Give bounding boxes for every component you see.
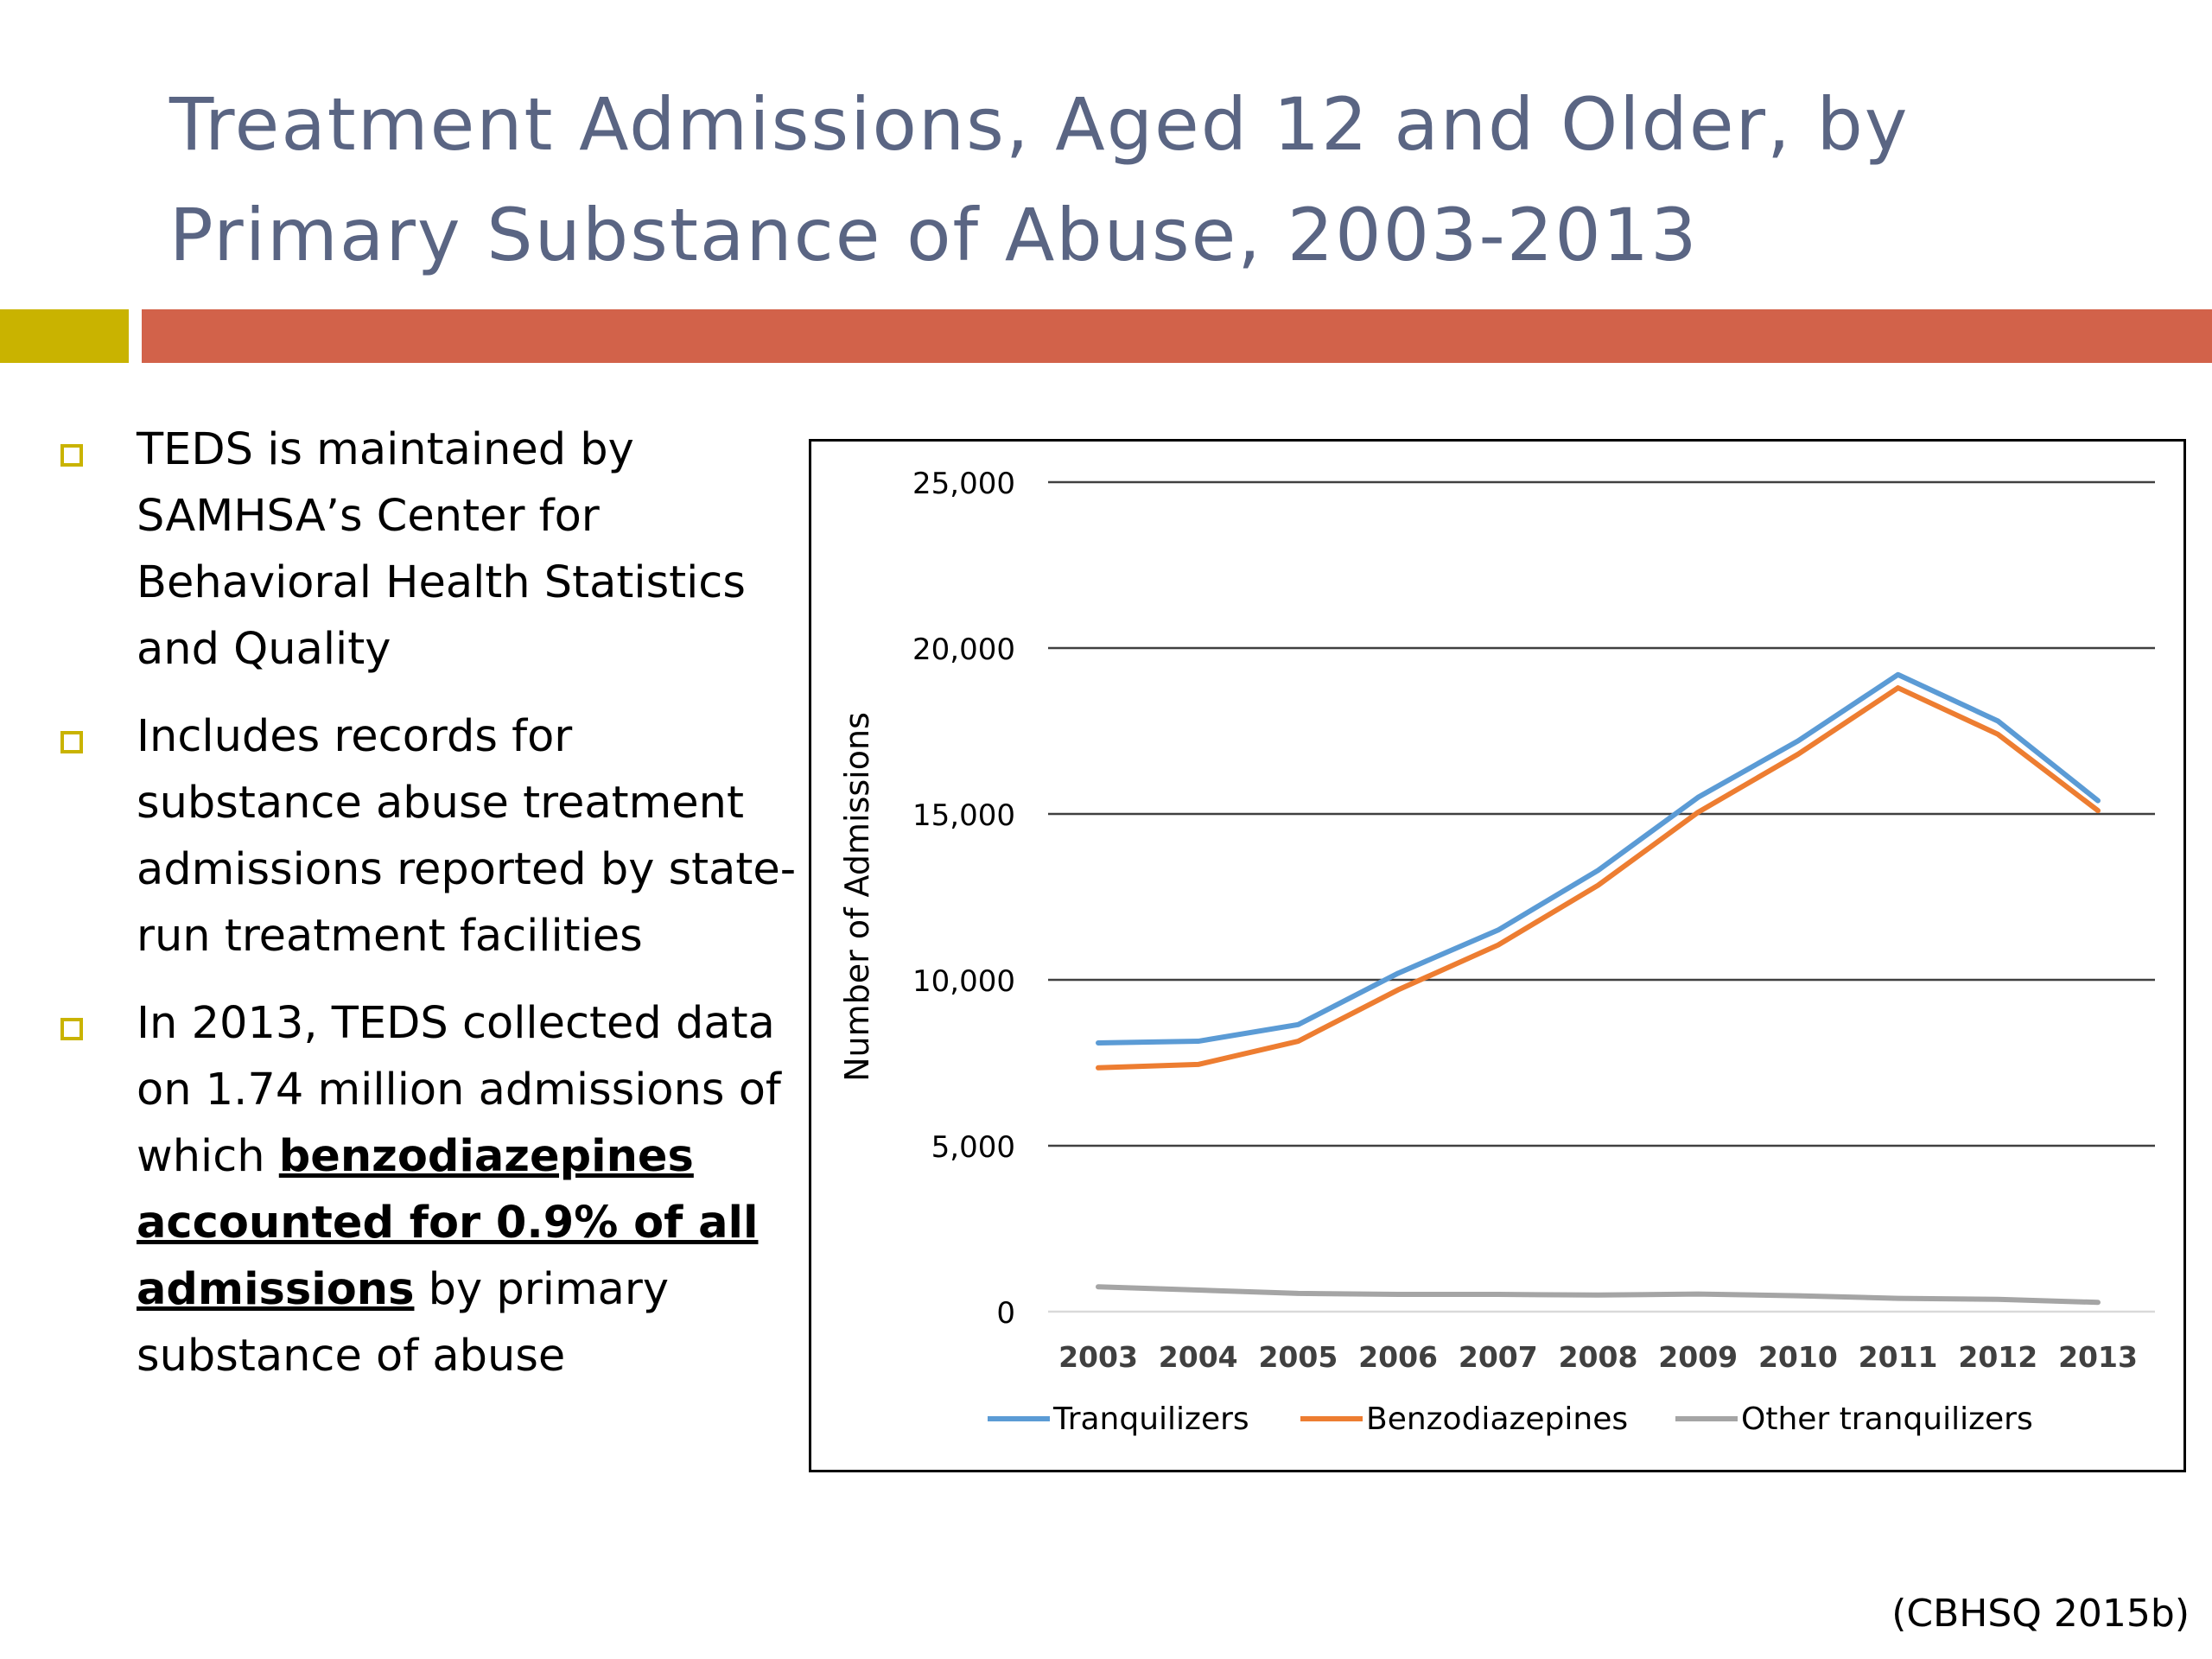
y-tick-label: 5,000 [931,1130,1015,1165]
citation: (CBHSQ 2015b) [1891,1592,2190,1636]
x-tick-label: 2011 [1859,1340,1938,1374]
legend-label: Other tranquilizers [1741,1402,2033,1437]
y-axis-label: Number of Admissions [838,712,876,1082]
y-tick-label: 25,000 [912,467,1015,501]
x-tick-label: 2004 [1159,1340,1238,1374]
bullet-emphasis: benzodiazepines accounted for 0.9% of al… [137,1131,759,1315]
square-bullet-icon [60,444,83,467]
chart-frame: 0 5,000 10,000 15,000 20,000 25,000 Number of … [809,439,2186,1472]
line-chart: 0 5,000 10,000 15,000 20,000 25,000 Number of … [838,467,2155,1437]
bullet-list: TEDS is maintained by SAMHSA’s Center fo… [48,416,809,1410]
x-tick-label: 2003 [1058,1340,1138,1374]
square-bullet-icon [60,731,83,753]
series-line [1096,1284,2101,1306]
series-line [1096,671,2101,1046]
y-tick-label: 0 [996,1296,1015,1331]
x-tick-label: 2010 [1758,1340,1838,1374]
slide-title: Treatment Admissions, Aged 12 and Older,… [169,69,2113,290]
bullet-text: In 2013, TEDS collected data on 1.74 mil… [137,998,781,1182]
x-tick-label: 2005 [1258,1340,1338,1374]
x-tick-label: 2012 [1958,1340,2037,1374]
accent-bar-orange [142,309,2212,363]
bullet-text: TEDS is maintained by SAMHSA’s Center fo… [137,424,746,675]
accent-bar-yellow [0,309,129,363]
x-tick-label: 2007 [1459,1340,1538,1374]
bullet-text: Includes records for substance abuse tre… [137,711,797,962]
x-tick-label: 2006 [1358,1340,1438,1374]
bullet-item: Includes records for substance abuse tre… [48,703,809,969]
x-tick-label: 2013 [2058,1340,2138,1374]
bullet-item: In 2013, TEDS collected data on 1.74 mil… [48,990,809,1389]
y-tick-label: 20,000 [912,632,1015,667]
bullet-text-tail: by primary substance of abuse [137,1264,670,1382]
series-line [1096,685,2101,1071]
square-bullet-icon [60,1018,83,1040]
bullet-item: TEDS is maintained by SAMHSA’s Center fo… [48,416,809,683]
x-tick-label: 2008 [1559,1340,1638,1374]
legend-label: Benzodiazepines [1366,1402,1628,1437]
slide-title-line-1: Treatment Admissions, Aged 12 and Older,… [169,82,1910,167]
legend-label: Tranquilizers [1052,1402,1249,1437]
y-tick-label: 15,000 [912,798,1015,833]
slide-title-line-2: Primary Substance of Abuse, 2003-2013 [169,193,1699,277]
x-tick-label: 2009 [1658,1340,1738,1374]
y-tick-label: 10,000 [912,964,1015,999]
